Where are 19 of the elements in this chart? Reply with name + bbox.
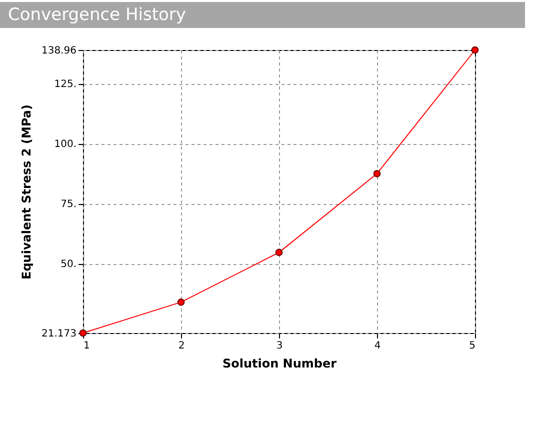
point [177, 298, 185, 306]
y-tick-label: 75. [60, 199, 76, 210]
point [79, 329, 87, 337]
y-tick-label: 21.173 [42, 328, 76, 340]
x-tick-label: 3 [276, 340, 283, 352]
point [373, 170, 381, 178]
x-tick-label: 5 [469, 340, 476, 352]
x-tick-label: 1 [84, 340, 90, 352]
y-tick-label: 100. [54, 139, 76, 150]
y-tick-label: 138.96 [42, 46, 76, 56]
y-tick-label: 125. [54, 79, 76, 90]
y-axis-title: Equivalent Stress 2 (MPa) [20, 104, 34, 280]
point [275, 248, 283, 256]
y-tick-label: 50. [60, 259, 76, 270]
x-axis-title: Solution Number [222, 356, 337, 370]
chart-title: Convergence History [0, 2, 525, 28]
point [471, 46, 479, 54]
x-tick-label: 4 [374, 340, 381, 352]
x-tick-label: 2 [178, 340, 185, 352]
